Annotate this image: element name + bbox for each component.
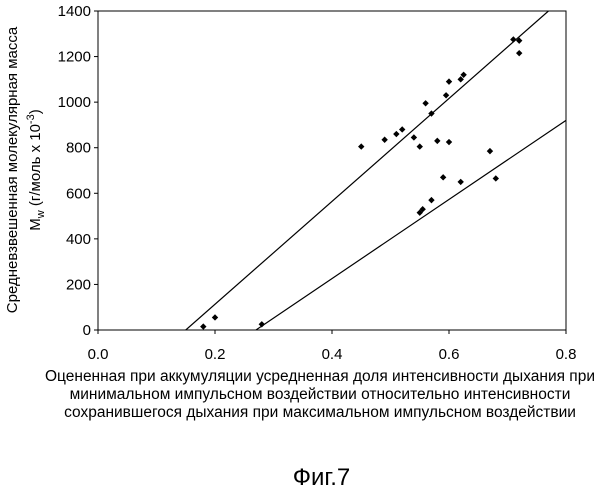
x-tick-label: 0.0 <box>88 346 109 363</box>
y-tick-label: 800 <box>66 140 91 157</box>
y-tick-label: 1200 <box>58 49 91 66</box>
data-point <box>443 92 449 98</box>
data-point <box>259 321 265 327</box>
y-tick-label: 0 <box>83 322 91 339</box>
plot-area: 0 200 400 600 800 1000 1200 1400 0.0 0.2 0.4 0.6 0.8 <box>58 3 577 363</box>
data-point <box>428 197 434 203</box>
data-point <box>393 131 399 137</box>
data-point <box>440 174 446 180</box>
y-axis-label-line2: Mw (г/моль x 10-3) <box>25 109 47 230</box>
x-tick-label: 0.4 <box>322 346 343 363</box>
data-point <box>381 137 387 143</box>
data-point <box>510 36 516 42</box>
scatter-chart: 0 200 400 600 800 1000 1200 1400 0.0 0.2 0.4 0.6 0.8… <box>0 0 605 370</box>
y-tick-label: 200 <box>66 276 91 293</box>
data-point <box>458 179 464 185</box>
data-point <box>493 175 499 181</box>
x-tick-label: 0.2 <box>205 346 226 363</box>
y-axis-label-line1: Средневзвешенная молекулярная масса <box>4 26 21 313</box>
data-point <box>417 143 423 149</box>
y-axis-label: Средневзвешенная молекулярная масса Mw (… <box>4 26 47 313</box>
trend-line-2 <box>256 120 566 330</box>
x-tick-label: 0.6 <box>439 346 460 363</box>
data-point <box>399 126 405 132</box>
data-point <box>446 139 452 145</box>
data-point <box>358 143 364 149</box>
data-point <box>446 78 452 84</box>
trend-line-1 <box>186 11 549 330</box>
data-point <box>487 148 493 154</box>
data-point <box>200 323 206 329</box>
plot-frame <box>98 11 566 330</box>
y-tick-label: 1000 <box>58 94 91 111</box>
figure-caption: Фиг.7 <box>0 464 605 492</box>
x-tick-label: 0.8 <box>556 346 577 363</box>
x-axis-label: Оцененная при аккумуляции усредненная до… <box>40 368 600 422</box>
y-tick-label: 1400 <box>58 3 91 20</box>
y-tick-label: 400 <box>66 231 91 248</box>
data-point <box>422 100 428 106</box>
y-tick-label: 600 <box>66 185 91 202</box>
data-point <box>434 138 440 144</box>
data-point <box>516 50 522 56</box>
data-point <box>411 134 417 140</box>
data-point <box>212 314 218 320</box>
